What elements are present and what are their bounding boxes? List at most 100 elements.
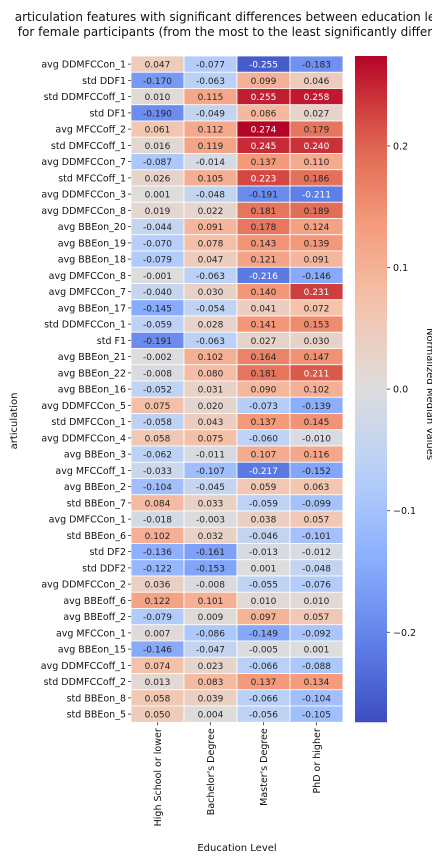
cell-value-label: -0.217 bbox=[249, 467, 278, 477]
cell-value-label: 0.122 bbox=[145, 597, 171, 607]
row-label: avg MFCCoff_2 bbox=[55, 125, 126, 136]
colorbar-tick-label: 0.0 bbox=[393, 385, 408, 396]
row-label: std DMFCCoff_1 bbox=[51, 141, 126, 152]
cell-value-label: -0.099 bbox=[302, 499, 331, 509]
row-label: avg DDMFCCon_7 bbox=[41, 157, 126, 168]
cell-value-label: 0.105 bbox=[198, 174, 224, 184]
cell-value-label: 0.107 bbox=[251, 451, 277, 461]
cell-value-label: 0.110 bbox=[304, 158, 330, 168]
cell-value-label: -0.146 bbox=[143, 646, 172, 656]
cell-value-label: -0.076 bbox=[302, 581, 331, 591]
cell-value-label: 0.032 bbox=[198, 532, 224, 542]
cell-value-label: -0.146 bbox=[302, 272, 331, 282]
cell-value-label: 0.026 bbox=[145, 174, 171, 184]
row-label: std DDF2 bbox=[82, 563, 126, 574]
cell-value-label: -0.087 bbox=[143, 158, 172, 168]
cell-value-label: -0.216 bbox=[249, 272, 278, 282]
cell-value-label: 0.084 bbox=[145, 499, 171, 509]
chart-title-line: articulation features with significant d… bbox=[15, 10, 432, 24]
column-label: PhD or higher bbox=[312, 728, 323, 793]
cell-value-label: 0.001 bbox=[251, 564, 277, 574]
cell-value-label: 0.001 bbox=[304, 646, 330, 656]
cell-value-label: 0.102 bbox=[145, 532, 171, 542]
cell-value-label: -0.079 bbox=[143, 256, 172, 266]
row-label: avg BBEon_2 bbox=[64, 482, 126, 493]
cell-value-label: -0.048 bbox=[196, 191, 225, 201]
cell-value-label: 0.145 bbox=[304, 418, 330, 428]
cell-value-label: 0.075 bbox=[198, 434, 224, 444]
cell-value-label: 0.022 bbox=[198, 207, 224, 217]
cell-value-label: 0.119 bbox=[198, 142, 224, 152]
cell-value-label: -0.055 bbox=[249, 581, 278, 591]
cell-value-label: -0.040 bbox=[143, 288, 172, 298]
colorbar: −0.2 −0.1 0.0 0.1 0.2 bbox=[355, 56, 416, 723]
cell-value-label: -0.145 bbox=[143, 304, 172, 314]
cell-value-label: -0.063 bbox=[196, 337, 225, 347]
cell-value-label: -0.010 bbox=[302, 434, 331, 444]
row-label: avg BBEon_21 bbox=[58, 352, 126, 363]
cell-value-label: 0.004 bbox=[198, 711, 224, 721]
cell-value-label: -0.044 bbox=[143, 223, 172, 233]
cell-value-label: 0.086 bbox=[251, 109, 277, 119]
cell-value-label: 0.072 bbox=[304, 304, 330, 314]
cell-value-label: 0.223 bbox=[251, 174, 277, 184]
cell-value-label: 0.031 bbox=[198, 386, 224, 396]
row-label: avg BBEon_19 bbox=[58, 238, 126, 249]
cell-value-label: 0.231 bbox=[304, 288, 330, 298]
cell-value-label: 0.181 bbox=[251, 207, 277, 217]
row-label: std BBEon_7 bbox=[67, 498, 126, 509]
row-label: avg DDMFCCon_3 bbox=[41, 190, 126, 201]
row-label: avg MFCCon_1 bbox=[56, 628, 126, 639]
column-label: High School or lower bbox=[153, 728, 164, 826]
cell-value-label: 0.027 bbox=[304, 109, 330, 119]
cell-value-label: -0.066 bbox=[249, 662, 278, 672]
row-label: std DDMFCCon_1 bbox=[44, 320, 126, 331]
row-label: avg BBEon_20 bbox=[58, 222, 126, 233]
cell-value-label: -0.045 bbox=[196, 483, 225, 493]
column-label: Master's Degree bbox=[259, 728, 270, 806]
row-label: avg DMFCCon_1 bbox=[49, 515, 126, 526]
cell-value-label: -0.153 bbox=[196, 564, 225, 574]
cell-value-label: 0.153 bbox=[304, 321, 330, 331]
row-label: std DF2 bbox=[89, 547, 126, 558]
cell-value-label: 0.137 bbox=[251, 418, 277, 428]
cell-value-label: -0.136 bbox=[143, 548, 172, 558]
colorbar-tick-label: −0.2 bbox=[393, 628, 416, 639]
cell-value-label: -0.070 bbox=[143, 239, 172, 249]
cell-value-label: 0.274 bbox=[251, 126, 277, 136]
cell-value-label: -0.014 bbox=[196, 158, 225, 168]
cell-value-label: -0.079 bbox=[143, 613, 172, 623]
cell-value-label: 0.116 bbox=[304, 451, 330, 461]
cell-value-label: 0.063 bbox=[304, 483, 330, 493]
cell-value-label: -0.122 bbox=[143, 564, 172, 574]
cell-value-label: -0.161 bbox=[196, 548, 225, 558]
cell-value-label: -0.190 bbox=[143, 109, 172, 119]
cell-value-label: 0.140 bbox=[251, 288, 277, 298]
row-label: avg DDMFCCoff_1 bbox=[41, 661, 126, 672]
row-label: avg DDMFCCon_2 bbox=[41, 580, 126, 591]
row-label: avg BBEon_3 bbox=[64, 450, 126, 461]
row-label: std DF1 bbox=[89, 108, 126, 119]
row-label: avg BBEon_22 bbox=[58, 368, 126, 379]
cell-value-label: 0.137 bbox=[251, 678, 277, 688]
colorbar-tick-label: 0.2 bbox=[393, 141, 408, 152]
colorbar-gradient bbox=[355, 56, 387, 723]
cell-value-label: 0.141 bbox=[251, 321, 277, 331]
cell-value-label: 0.137 bbox=[251, 158, 277, 168]
cell-value-label: 0.143 bbox=[251, 239, 277, 249]
cell-value-label: 0.134 bbox=[304, 678, 330, 688]
cell-value-label: 0.010 bbox=[304, 597, 330, 607]
column-labels: High School or lower Bachelor's Degree Mas… bbox=[153, 722, 323, 826]
cell-value-label: 0.091 bbox=[198, 223, 224, 233]
row-label: avg BBEon_17 bbox=[58, 303, 126, 314]
row-label: avg MFCCoff_1 bbox=[55, 466, 126, 477]
cell-value-label: 0.023 bbox=[198, 662, 224, 672]
row-label: std BBEon_5 bbox=[67, 710, 126, 721]
cell-value-label: 0.057 bbox=[304, 516, 330, 526]
cell-value-label: 0.039 bbox=[198, 694, 224, 704]
cell-value-label: 0.010 bbox=[145, 93, 171, 103]
cell-value-label: 0.075 bbox=[145, 402, 171, 412]
cell-value-label: -0.066 bbox=[249, 694, 278, 704]
chart-title-line: for female participants (from the most t… bbox=[18, 25, 432, 39]
